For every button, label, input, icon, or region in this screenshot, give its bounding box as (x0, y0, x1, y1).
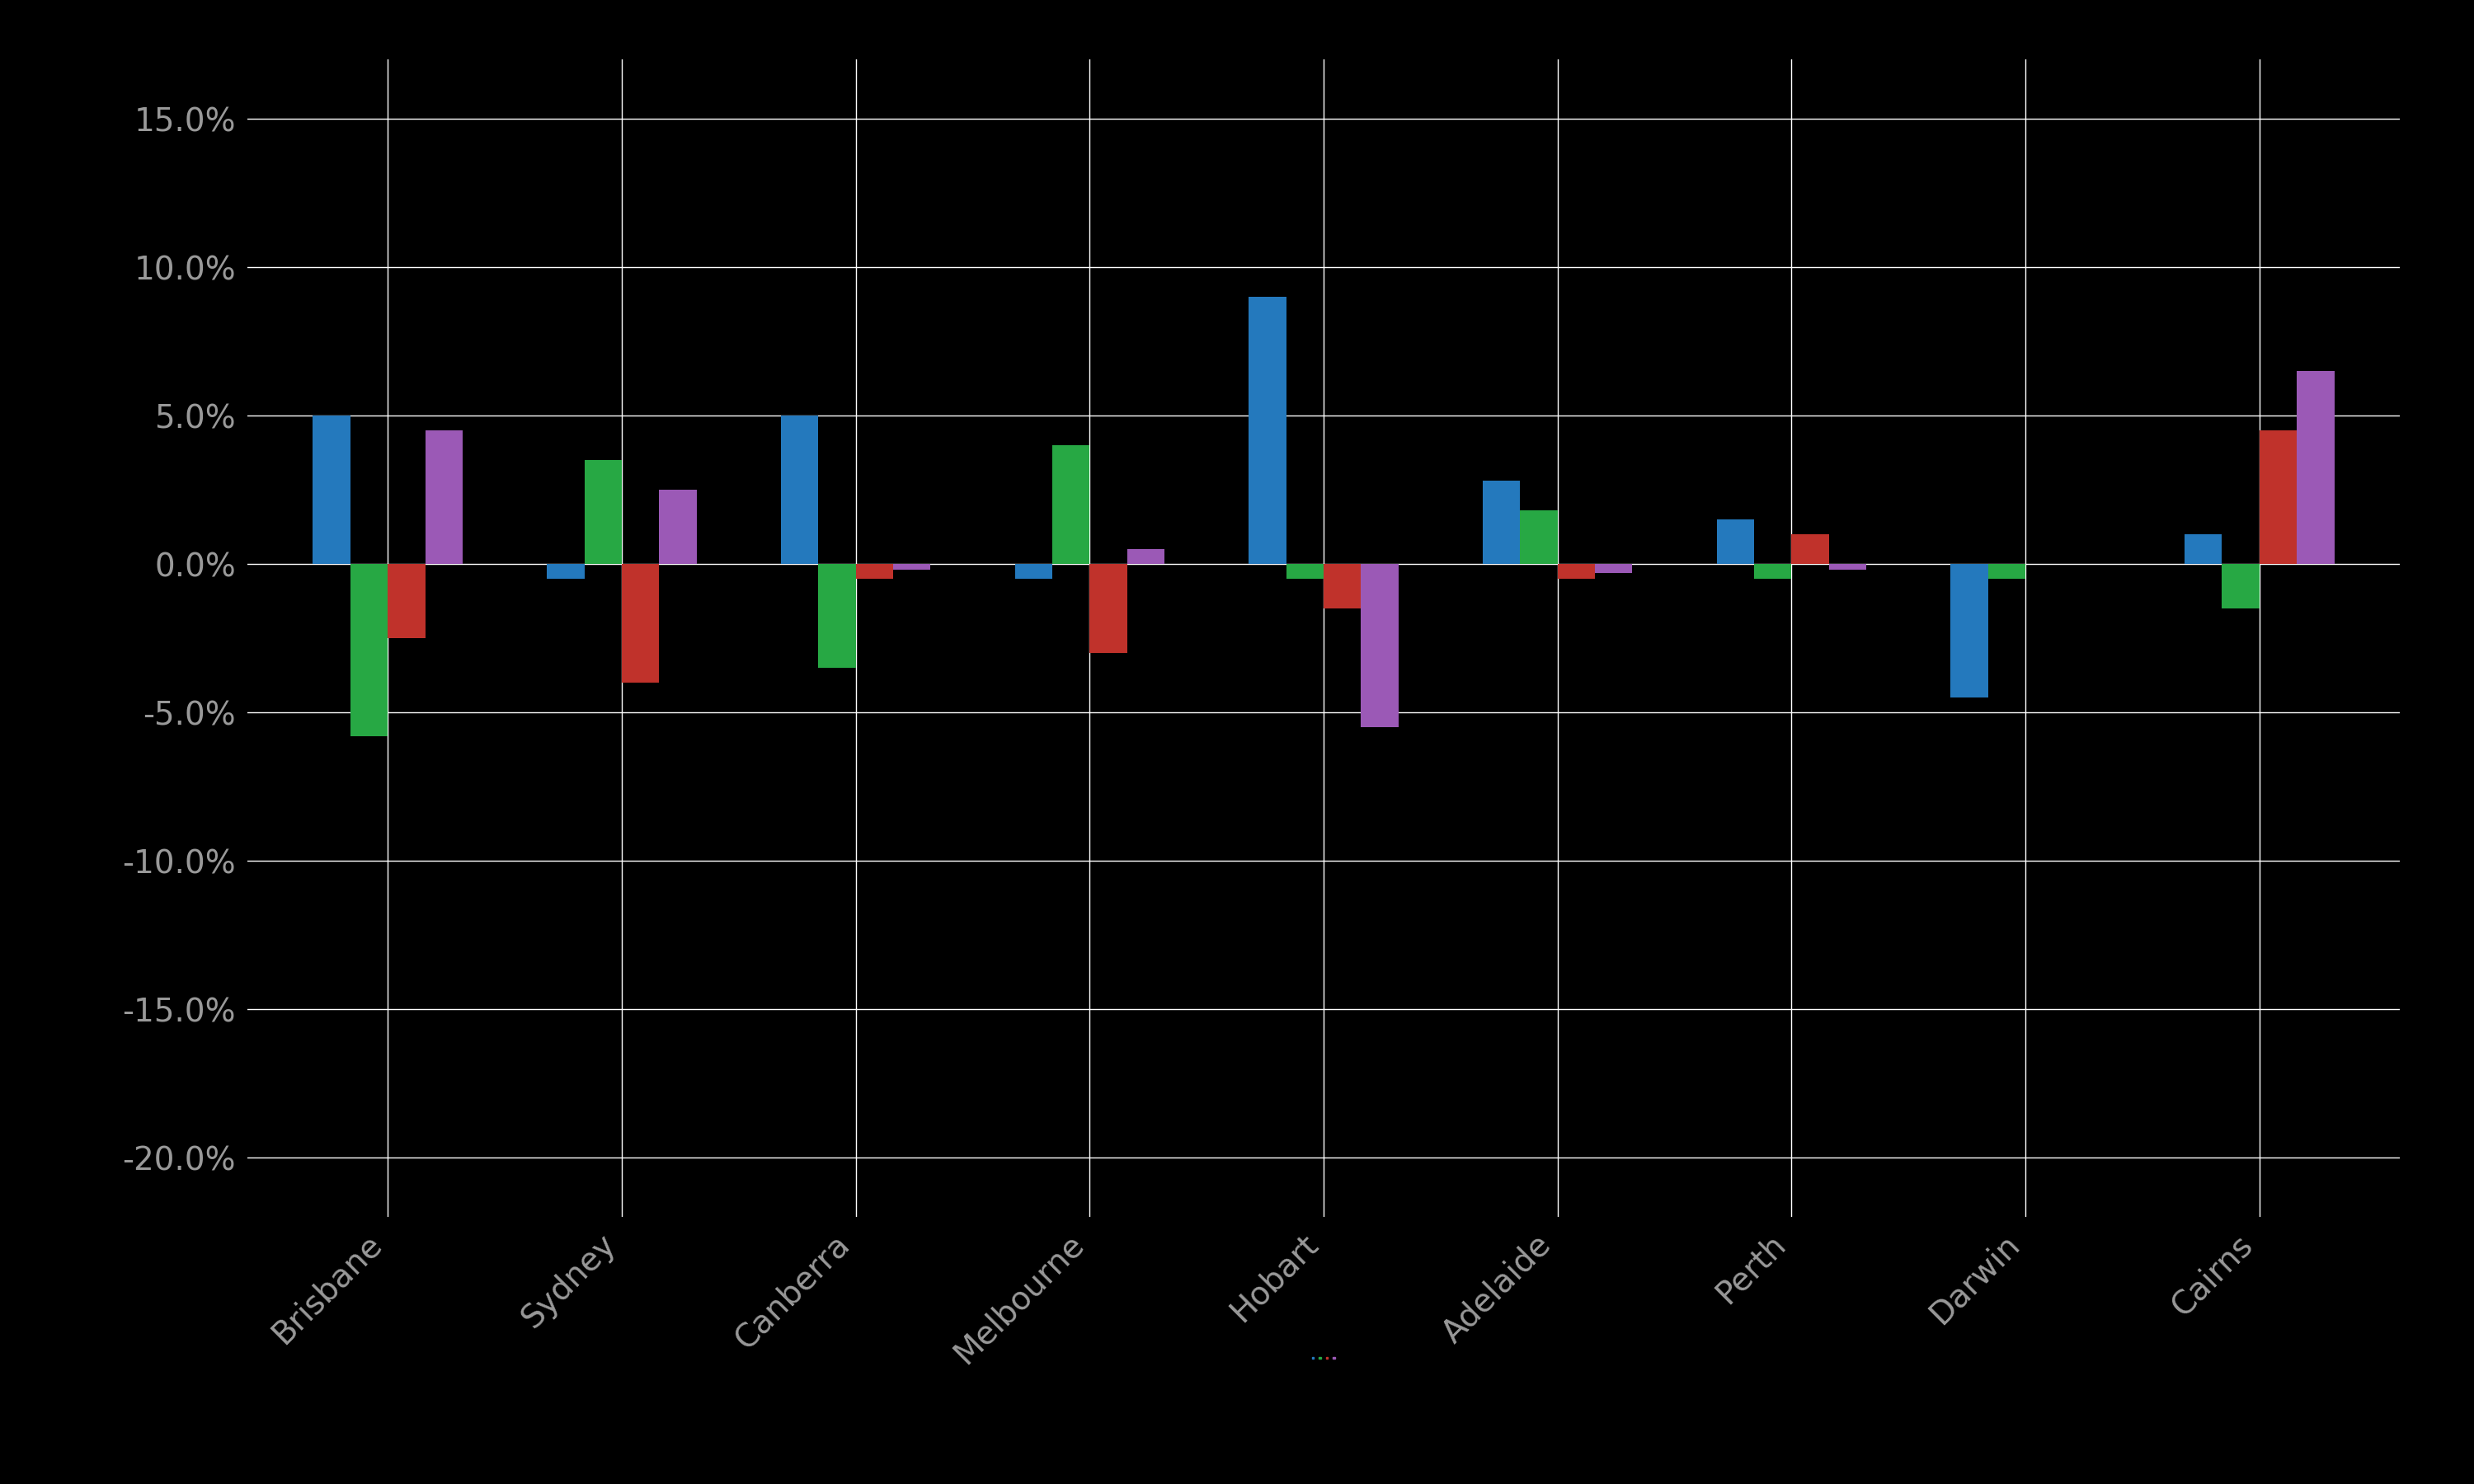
Bar (1950, 564, 1989, 697)
Bar (621, 564, 658, 683)
Bar (856, 564, 893, 579)
Bar (1791, 534, 1828, 564)
Bar (388, 564, 426, 638)
Bar (1051, 445, 1089, 564)
Bar (1482, 481, 1519, 564)
Bar (658, 490, 698, 564)
Bar (1989, 564, 2026, 579)
Bar (1324, 564, 1361, 608)
Bar (1014, 564, 1051, 579)
Bar (1249, 297, 1286, 564)
Bar (2259, 430, 2296, 564)
Bar (1519, 510, 1559, 564)
Bar (1286, 564, 1324, 579)
Bar (426, 430, 463, 564)
Bar (312, 416, 351, 564)
Bar (893, 564, 930, 570)
Bar (819, 564, 856, 668)
Bar (547, 564, 584, 579)
Bar (1089, 564, 1128, 653)
Bar (1754, 564, 1791, 579)
Legend: , , , : , , , (1311, 1356, 1336, 1359)
Bar (2185, 534, 2222, 564)
Bar (1596, 564, 1633, 573)
Bar (351, 564, 388, 736)
Bar (782, 416, 819, 564)
Bar (1717, 519, 1754, 564)
Bar (1361, 564, 1398, 727)
Bar (1828, 564, 1865, 570)
Bar (2296, 371, 2335, 564)
Bar (584, 460, 621, 564)
Bar (1559, 564, 1596, 579)
Bar (2222, 564, 2259, 608)
Bar (1128, 549, 1165, 564)
